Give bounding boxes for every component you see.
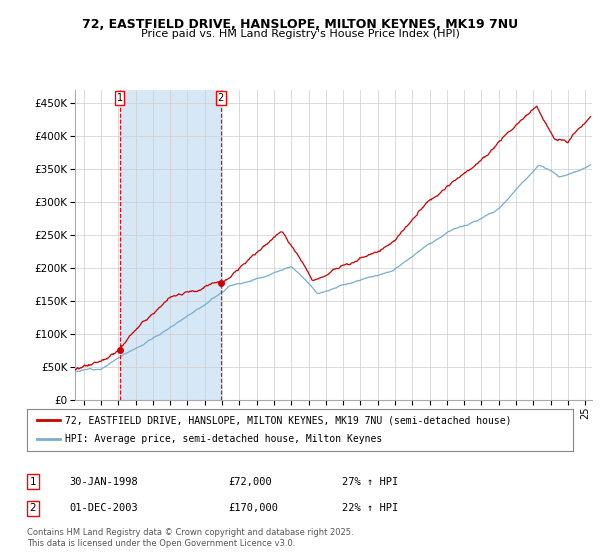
Text: 22% ↑ HPI: 22% ↑ HPI — [342, 503, 398, 514]
Text: Price paid vs. HM Land Registry's House Price Index (HPI): Price paid vs. HM Land Registry's House … — [140, 29, 460, 39]
Text: 30-JAN-1998: 30-JAN-1998 — [69, 477, 138, 487]
Text: 2: 2 — [218, 93, 224, 103]
Text: Contains HM Land Registry data © Crown copyright and database right 2025.
This d: Contains HM Land Registry data © Crown c… — [27, 528, 353, 548]
Text: 72, EASTFIELD DRIVE, HANSLOPE, MILTON KEYNES, MK19 7NU (semi-detached house): 72, EASTFIELD DRIVE, HANSLOPE, MILTON KE… — [65, 415, 512, 425]
Text: £170,000: £170,000 — [228, 503, 278, 514]
Text: 27% ↑ HPI: 27% ↑ HPI — [342, 477, 398, 487]
Text: HPI: Average price, semi-detached house, Milton Keynes: HPI: Average price, semi-detached house,… — [65, 435, 382, 445]
Text: 1: 1 — [29, 477, 37, 487]
Text: 01-DEC-2003: 01-DEC-2003 — [69, 503, 138, 514]
Text: 1: 1 — [116, 93, 122, 103]
Text: 2: 2 — [29, 503, 37, 514]
Text: £72,000: £72,000 — [228, 477, 272, 487]
Text: 72, EASTFIELD DRIVE, HANSLOPE, MILTON KEYNES, MK19 7NU: 72, EASTFIELD DRIVE, HANSLOPE, MILTON KE… — [82, 18, 518, 31]
